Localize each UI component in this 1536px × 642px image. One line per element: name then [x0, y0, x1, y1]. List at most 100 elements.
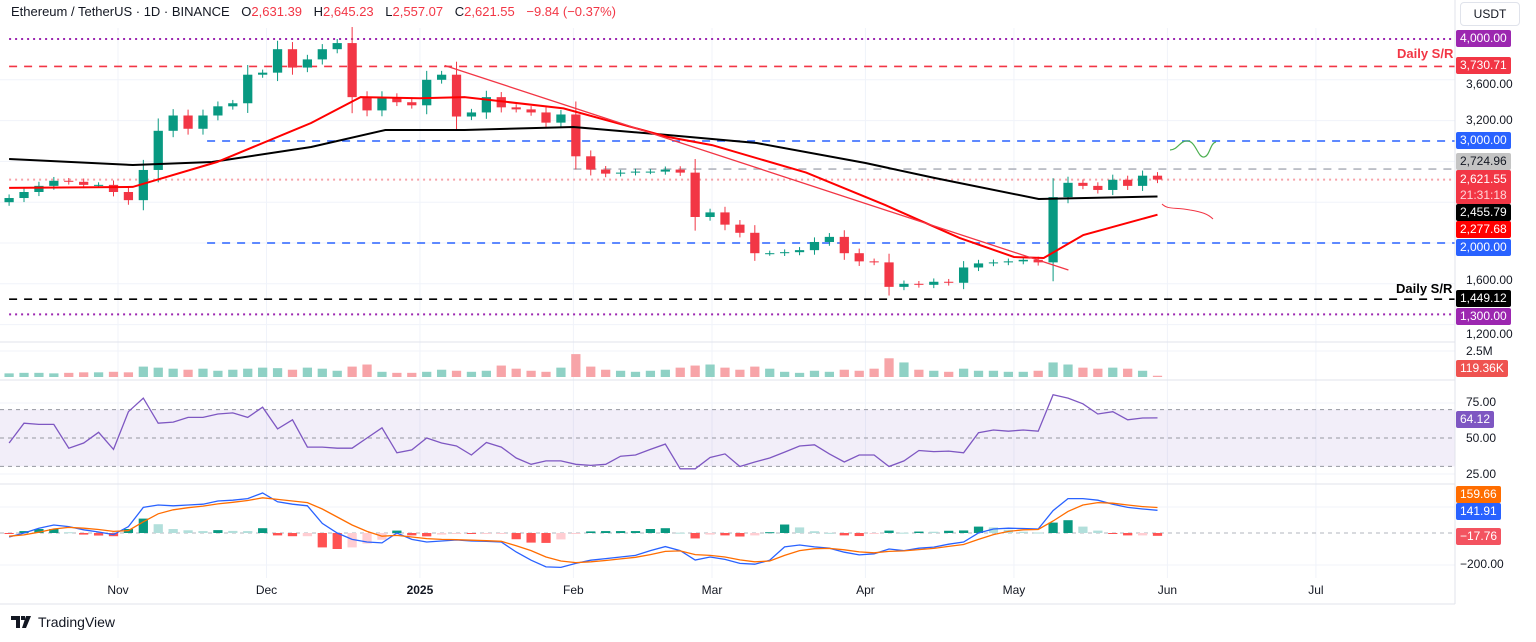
candle-body — [1093, 185, 1103, 190]
volume-bar — [466, 371, 477, 377]
time-label: Dec — [255, 583, 278, 597]
macd-histogram-bar — [1152, 533, 1163, 536]
macd-histogram-bar — [1063, 520, 1073, 533]
macd-histogram-bar — [4, 533, 14, 534]
candle-body — [183, 115, 193, 129]
macd-histogram-bar — [34, 529, 44, 533]
volume-bar — [899, 362, 909, 377]
volume-bar — [496, 365, 506, 377]
candle-body — [780, 252, 790, 254]
sma200-badge: 2,455.79 — [1456, 204, 1511, 221]
candle-body — [854, 253, 864, 262]
time-label: Mar — [701, 583, 723, 597]
macd-histogram-bar — [272, 533, 283, 536]
macd-histogram-bar — [481, 533, 491, 534]
macd-histogram-bar — [1078, 526, 1088, 533]
candle-body — [630, 171, 641, 173]
volume-bar — [1033, 370, 1043, 377]
volume-bar — [64, 372, 74, 377]
macd-histogram-bar — [914, 531, 924, 533]
macd-histogram-bar — [526, 533, 536, 543]
candle-body — [93, 184, 104, 186]
macd-histogram-bar — [213, 530, 223, 533]
macd-histogram-bar — [705, 533, 715, 535]
volume-bar — [735, 369, 745, 377]
high-label: H — [313, 4, 324, 19]
candle-body — [586, 156, 596, 170]
candle-body — [198, 115, 208, 129]
open-value: 2,631.39 — [251, 4, 303, 19]
bearish-projection-path — [1161, 203, 1214, 220]
macd-histogram-bar — [988, 527, 999, 533]
price-tick: 3,200.00 — [1466, 113, 1513, 127]
candle-body — [765, 253, 775, 255]
volume-bar — [392, 372, 402, 377]
candle-body — [347, 43, 357, 98]
candle-body — [884, 262, 894, 287]
macd-histogram-bar — [1108, 533, 1118, 534]
rsi-line — [8, 393, 1158, 470]
macd-signal-badge: 159.66 — [1456, 486, 1501, 503]
volume-bar — [362, 364, 372, 377]
prev-high-badge: 2,724.96 — [1456, 153, 1511, 170]
candle-body — [988, 262, 999, 264]
time-label: Feb — [563, 583, 584, 597]
candle-body — [601, 169, 611, 174]
macd-histogram-bar — [944, 530, 954, 533]
macd-histogram-bar — [49, 529, 59, 533]
time-label: Nov — [107, 583, 129, 597]
macd-histogram-bar — [347, 533, 357, 548]
macd-histogram-bar — [511, 533, 521, 540]
volume-last-badge: 119.36K — [1456, 360, 1508, 377]
volume-bar — [869, 368, 879, 377]
volume-bar — [481, 370, 491, 377]
candle-body — [675, 169, 685, 173]
volume-bar — [451, 370, 462, 377]
volume-bar — [988, 370, 999, 377]
macd-histogram-bar — [675, 532, 685, 534]
macd-histogram-bar — [541, 533, 551, 543]
candle-body — [258, 72, 268, 75]
macd-histogram-bar — [1093, 530, 1103, 533]
level-1300-badge: 1,300.00 — [1456, 308, 1511, 325]
volume-bar — [123, 372, 134, 377]
volume-bar — [809, 370, 820, 377]
candle-body — [973, 263, 984, 268]
candle-body — [377, 97, 387, 111]
candle-body — [213, 106, 223, 116]
rsi-pane — [0, 393, 1455, 470]
volume-bar — [198, 368, 208, 377]
volume-bar — [511, 368, 521, 377]
daily-sr-high-badge: 3,730.71 — [1456, 57, 1511, 74]
macd-tick: −200.00 — [1460, 557, 1504, 571]
close-value: 2,621.55 — [464, 4, 515, 19]
macd-histogram-bar — [1018, 531, 1028, 533]
symbol-title: Ethereum / TetherUS · 1D · BINANCE — [11, 4, 230, 19]
candle-body — [362, 97, 372, 111]
candle-body — [929, 281, 939, 285]
macd-histogram-bar — [302, 533, 313, 537]
candle-body — [794, 250, 805, 253]
candle-body — [1108, 179, 1118, 190]
volume-bar — [884, 358, 894, 377]
macd-histogram-bar — [929, 531, 939, 533]
rsi-tick: 50.00 — [1466, 431, 1497, 445]
macd-histogram-bar — [332, 533, 342, 549]
volume-bar — [347, 366, 357, 377]
macd-histogram-bar — [571, 533, 581, 534]
volume-bar — [436, 369, 447, 377]
descending-trendline — [444, 64, 1069, 271]
candle-countdown: 21:31:18 — [1460, 188, 1507, 202]
volume-bar — [839, 369, 849, 377]
volume-bar — [750, 366, 760, 377]
volume-bar — [34, 372, 44, 377]
macd-histogram-bar — [19, 531, 29, 533]
time-label: Apr — [856, 583, 875, 597]
tradingview-logo[interactable]: TradingView — [11, 614, 115, 630]
currency-button[interactable]: USDT — [1460, 2, 1520, 26]
candle-body — [1018, 259, 1028, 262]
macd-histogram-bar — [1033, 532, 1043, 534]
candle-body — [407, 102, 417, 106]
candle-body — [660, 169, 670, 172]
